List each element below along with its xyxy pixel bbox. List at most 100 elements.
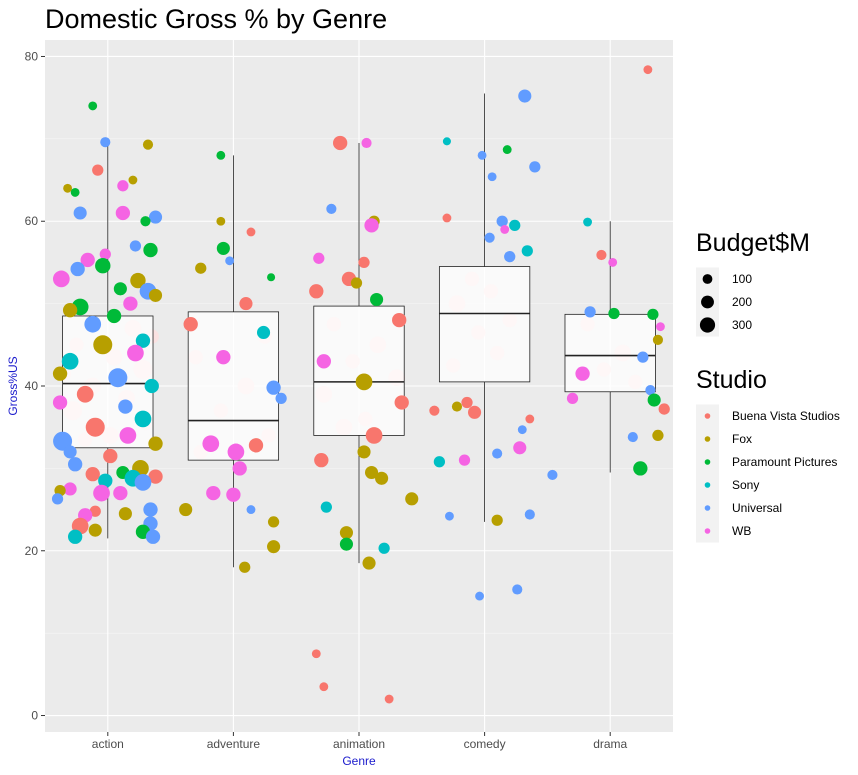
legend-color-key xyxy=(704,528,711,534)
data-point xyxy=(63,183,73,193)
data-point xyxy=(80,252,95,268)
data-point xyxy=(267,540,281,554)
data-point xyxy=(98,473,113,488)
data-point xyxy=(394,395,409,410)
data-point xyxy=(51,493,64,505)
x-tick-label: adventure xyxy=(207,737,261,751)
legend-color-key xyxy=(704,436,711,442)
data-point xyxy=(227,443,245,461)
data-point xyxy=(596,249,607,261)
data-point xyxy=(76,385,94,403)
legend-color-label: Sony xyxy=(732,478,759,492)
data-point xyxy=(339,537,353,551)
data-point xyxy=(84,315,102,333)
data-point xyxy=(491,514,503,526)
data-point xyxy=(326,203,337,214)
legend-color-label: Universal xyxy=(732,501,782,515)
data-point xyxy=(627,431,638,443)
data-point xyxy=(521,245,533,257)
legend-size-label: 100 xyxy=(732,272,752,286)
y-tick-label: 80 xyxy=(25,49,39,63)
data-point xyxy=(216,150,226,160)
data-point xyxy=(123,296,138,311)
data-point xyxy=(85,466,100,482)
data-point xyxy=(583,217,593,227)
data-point xyxy=(316,354,331,369)
legend-size-label: 200 xyxy=(732,295,752,309)
data-point xyxy=(608,258,618,267)
data-point xyxy=(117,180,129,192)
data-point xyxy=(504,251,516,263)
data-point xyxy=(248,438,264,453)
data-point xyxy=(313,252,325,264)
data-point xyxy=(85,417,105,437)
data-point xyxy=(275,392,287,404)
data-point xyxy=(266,380,281,395)
data-point xyxy=(179,503,193,517)
data-point xyxy=(451,401,463,412)
data-point xyxy=(148,469,163,484)
data-point xyxy=(144,378,159,394)
data-point xyxy=(202,435,220,453)
data-point xyxy=(73,206,87,220)
data-point xyxy=(52,270,70,288)
box-animation xyxy=(313,305,405,436)
data-point xyxy=(652,334,664,345)
data-point xyxy=(216,241,230,255)
data-point xyxy=(566,392,579,404)
data-point xyxy=(67,457,83,472)
legend-color-label: Paramount Pictures xyxy=(732,455,837,469)
data-point xyxy=(142,139,154,150)
data-point xyxy=(70,261,85,277)
data-point xyxy=(314,452,329,468)
data-point xyxy=(458,454,471,466)
data-point xyxy=(92,164,104,176)
legend-color-label: Fox xyxy=(732,432,752,446)
data-point xyxy=(63,445,77,459)
data-point xyxy=(509,219,521,231)
data-point xyxy=(119,427,137,444)
data-point xyxy=(88,101,98,111)
x-axis-title: Genre xyxy=(342,754,376,768)
data-point xyxy=(118,507,132,521)
data-point xyxy=(442,213,452,223)
data-point xyxy=(267,516,280,528)
data-point xyxy=(93,335,113,355)
y-tick-label: 40 xyxy=(25,379,39,393)
data-point xyxy=(239,297,253,311)
legend-color-label: Buena Vista Studios xyxy=(732,409,840,423)
data-point xyxy=(53,431,73,451)
data-point xyxy=(433,456,446,468)
data-point xyxy=(143,502,158,517)
legend-size-label: 300 xyxy=(732,318,752,332)
data-point xyxy=(93,484,110,502)
data-point xyxy=(355,373,373,391)
data-point xyxy=(127,344,144,362)
data-point xyxy=(216,216,226,226)
data-point xyxy=(67,529,83,544)
data-point xyxy=(216,350,231,365)
x-tick-label: comedy xyxy=(464,737,506,751)
data-point xyxy=(130,272,146,289)
data-point xyxy=(62,303,78,318)
data-point xyxy=(309,284,324,299)
data-point xyxy=(645,385,656,396)
data-point xyxy=(311,649,321,659)
data-point xyxy=(89,505,101,517)
data-point xyxy=(143,242,158,258)
data-point xyxy=(637,351,649,363)
legend-color-label: WB xyxy=(732,524,751,538)
data-point xyxy=(113,282,127,296)
data-point xyxy=(442,137,451,146)
data-point xyxy=(584,306,596,318)
data-point xyxy=(405,492,419,506)
legend-color-key xyxy=(704,505,711,511)
data-point xyxy=(658,403,670,415)
data-point xyxy=(129,240,142,252)
data-point xyxy=(115,205,131,221)
data-point xyxy=(195,262,207,274)
data-point xyxy=(106,308,122,324)
data-point xyxy=(496,215,508,227)
legend-color-key xyxy=(704,413,711,419)
